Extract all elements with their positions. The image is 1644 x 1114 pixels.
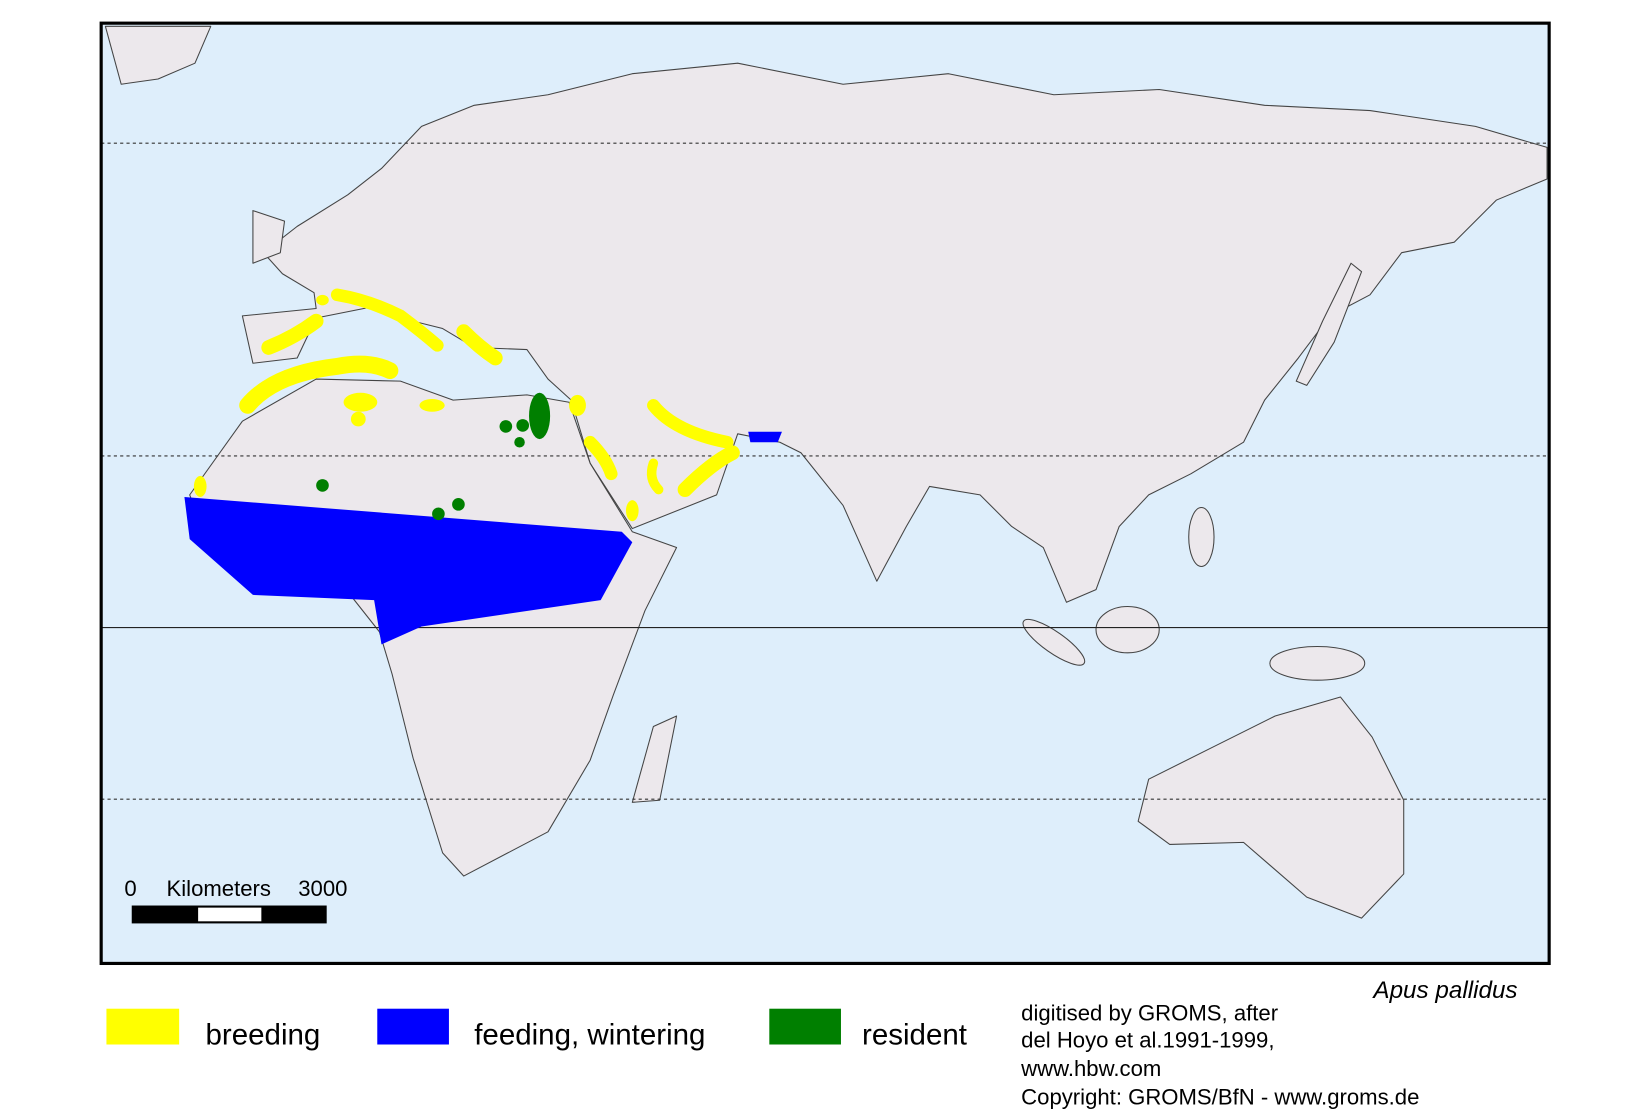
breeding-area <box>193 475 207 497</box>
credit-line: www.hbw.com <box>1020 1056 1161 1081</box>
breeding-range <box>193 288 740 522</box>
credits: digitised by GROMS, after del Hoyo et al… <box>1020 1000 1419 1109</box>
greenland <box>104 25 212 85</box>
breeding-area <box>677 445 740 497</box>
legend-swatch <box>769 1008 841 1045</box>
resident-area <box>432 507 445 521</box>
breeding-area <box>569 394 586 416</box>
breeding-area <box>343 392 378 412</box>
resident-area <box>529 392 551 440</box>
breeding-area <box>316 294 329 306</box>
madagascar <box>631 715 678 803</box>
resident-area <box>514 436 525 448</box>
map-frame <box>99 21 1551 966</box>
legend-label: breeding <box>206 1019 321 1052</box>
resident-area <box>499 420 513 433</box>
breeding-area <box>261 313 324 355</box>
philippines <box>1188 506 1215 568</box>
breeding-area <box>456 324 503 366</box>
wintering-range <box>184 431 782 645</box>
credit-line: Copyright: GROMS/BfN - www.groms.de <box>1021 1085 1419 1110</box>
australia <box>1137 696 1405 919</box>
breeding-area <box>330 288 444 352</box>
species-name: Apus pallidus <box>1371 977 1517 1004</box>
breeding-area <box>647 399 734 449</box>
breeding-area <box>239 355 399 414</box>
resident-area <box>316 479 329 492</box>
resident-range <box>316 392 551 521</box>
sumatra <box>1022 618 1086 666</box>
scale-bar-segment <box>198 907 262 922</box>
breeding-area <box>583 435 618 481</box>
resident-area <box>516 419 530 432</box>
japan <box>1295 262 1363 386</box>
scale-bar: 0 Kilometers 3000 <box>124 876 347 924</box>
scale-end: 3000 <box>298 876 347 901</box>
map: 0 Kilometers 3000 <box>99 21 1551 966</box>
credit-line: digitised by GROMS, after <box>1021 1000 1278 1025</box>
scale-start: 0 <box>124 876 136 901</box>
breeding-area <box>350 411 366 427</box>
borneo <box>1095 605 1160 654</box>
wintering-area <box>184 496 633 645</box>
legend: breeding feeding, wintering resident <box>106 1008 967 1052</box>
resident-area <box>452 498 465 511</box>
legend-swatch <box>377 1008 449 1045</box>
eurasia <box>241 62 1548 603</box>
breeding-area <box>419 399 445 412</box>
legend-label: feeding, wintering <box>474 1019 705 1052</box>
credit-line: del Hoyo et al.1991-1999, <box>1021 1028 1274 1053</box>
breeding-area <box>646 458 664 495</box>
scale-unit: Kilometers <box>167 876 271 901</box>
legend-swatch <box>106 1008 180 1045</box>
wintering-area <box>748 431 782 443</box>
breeding-area <box>625 500 639 522</box>
legend-label: resident <box>862 1019 967 1052</box>
britain <box>252 210 286 264</box>
new-guinea <box>1269 645 1366 681</box>
